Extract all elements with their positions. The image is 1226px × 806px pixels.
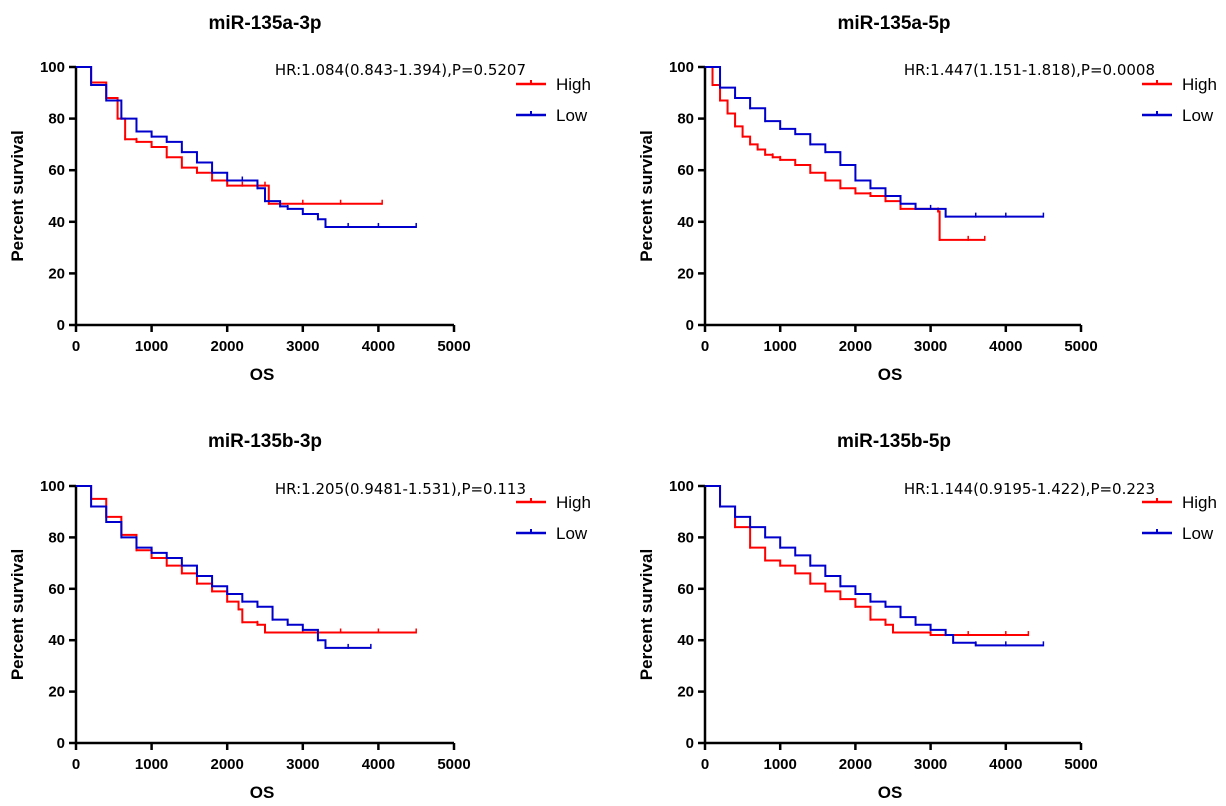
y-tick-label: 0 xyxy=(686,735,694,752)
series-line-low xyxy=(705,485,1044,647)
y-axis-label: Percent survival xyxy=(8,549,27,680)
legend-label-low: Low xyxy=(1182,106,1214,125)
chart-title: miR-135a-3p xyxy=(209,13,322,34)
series-line-high xyxy=(76,66,383,205)
y-tick-label: 20 xyxy=(48,684,65,701)
y-tick-label: 60 xyxy=(48,581,65,598)
y-tick-label: 0 xyxy=(57,317,65,334)
x-tick-label: 5000 xyxy=(1064,338,1097,355)
y-tick-label: 20 xyxy=(48,265,65,282)
legend-label-low: Low xyxy=(556,524,588,543)
legend-label-high: High xyxy=(1182,493,1217,512)
hazard-ratio-annotation: HR:1.084(0.843-1.394),P=0.5207 xyxy=(275,61,526,79)
y-tick-label: 80 xyxy=(677,529,694,546)
x-tick-label: 3000 xyxy=(914,756,947,773)
y-tick-label: 60 xyxy=(677,162,694,179)
y-tick-label: 100 xyxy=(40,59,65,76)
x-tick-label: 5000 xyxy=(437,756,470,773)
series-line-high xyxy=(76,485,417,634)
y-tick-label: 100 xyxy=(40,478,65,495)
x-tick-label: 4000 xyxy=(989,338,1022,355)
y-tick-label: 0 xyxy=(686,317,694,334)
series-line-low xyxy=(76,485,371,649)
y-tick-label: 40 xyxy=(48,632,65,649)
x-tick-label: 2000 xyxy=(839,338,872,355)
chart-panel-b3p: miR-135b-3p HR:1.205(0.9481-1.531),P=0.11… xyxy=(8,431,591,802)
y-tick-label: 60 xyxy=(48,162,65,179)
y-tick-label: 80 xyxy=(677,111,694,128)
chart-title: miR-135b-5p xyxy=(837,431,951,452)
x-tick-label: 4000 xyxy=(989,756,1022,773)
y-axis-label: Percent survival xyxy=(8,130,27,261)
x-tick-label: 0 xyxy=(72,338,80,355)
x-tick-label: 3000 xyxy=(286,338,319,355)
x-tick-label: 1000 xyxy=(764,756,797,773)
x-tick-label: 0 xyxy=(701,338,709,355)
hazard-ratio-annotation: HR:1.447(1.151-1.818),P=0.0008 xyxy=(904,61,1155,79)
y-tick-label: 100 xyxy=(669,478,694,495)
y-tick-label: 40 xyxy=(677,632,694,649)
x-tick-label: 1000 xyxy=(135,338,168,355)
x-tick-label: 2000 xyxy=(211,756,244,773)
y-tick-label: 0 xyxy=(57,735,65,752)
x-tick-label: 5000 xyxy=(437,338,470,355)
x-tick-label: 2000 xyxy=(211,338,244,355)
x-tick-label: 1000 xyxy=(135,756,168,773)
y-tick-label: 80 xyxy=(48,111,65,128)
y-axis-label: Percent survival xyxy=(637,549,656,680)
hazard-ratio-annotation: HR:1.144(0.9195-1.422),P=0.223 xyxy=(904,480,1155,498)
hazard-ratio-annotation: HR:1.205(0.9481-1.531),P=0.113 xyxy=(275,480,526,498)
chart-panel-b5p: miR-135b-5p HR:1.144(0.9195-1.422),P=0.22… xyxy=(637,431,1217,802)
x-tick-label: 1000 xyxy=(764,338,797,355)
y-tick-label: 20 xyxy=(677,265,694,282)
x-axis-label: OS xyxy=(878,365,903,384)
series-line-high xyxy=(705,66,985,241)
x-axis-label: OS xyxy=(250,783,275,802)
x-axis-label: OS xyxy=(250,365,275,384)
legend-label-high: High xyxy=(556,75,591,94)
x-tick-label: 4000 xyxy=(362,756,395,773)
y-axis-label: Percent survival xyxy=(637,130,656,261)
chart-panel-a5p: miR-135a-5p HR:1.447(1.151-1.818),P=0.000… xyxy=(637,13,1217,384)
y-tick-label: 80 xyxy=(48,529,65,546)
x-tick-label: 3000 xyxy=(914,338,947,355)
x-tick-label: 0 xyxy=(701,756,709,773)
x-axis-label: OS xyxy=(878,783,903,802)
chart-panel-a3p: miR-135a-3p HR:1.084(0.843-1.394),P=0.520… xyxy=(8,13,591,384)
y-tick-label: 60 xyxy=(677,581,694,598)
chart-title: miR-135b-3p xyxy=(208,431,322,452)
chart-title: miR-135a-5p xyxy=(838,13,951,34)
y-tick-label: 20 xyxy=(677,684,694,701)
y-tick-label: 40 xyxy=(677,214,694,231)
legend-label-low: Low xyxy=(1182,524,1214,543)
x-tick-label: 3000 xyxy=(286,756,319,773)
series-line-low xyxy=(705,66,1044,218)
series-line-low xyxy=(76,66,417,228)
y-tick-label: 40 xyxy=(48,214,65,231)
series-line-high xyxy=(705,485,1029,637)
y-tick-label: 100 xyxy=(669,59,694,76)
legend-label-high: High xyxy=(1182,75,1217,94)
legend-label-low: Low xyxy=(556,106,588,125)
x-tick-label: 5000 xyxy=(1064,756,1097,773)
x-tick-label: 2000 xyxy=(839,756,872,773)
x-tick-label: 4000 xyxy=(362,338,395,355)
x-tick-label: 0 xyxy=(72,756,80,773)
legend-label-high: High xyxy=(556,493,591,512)
